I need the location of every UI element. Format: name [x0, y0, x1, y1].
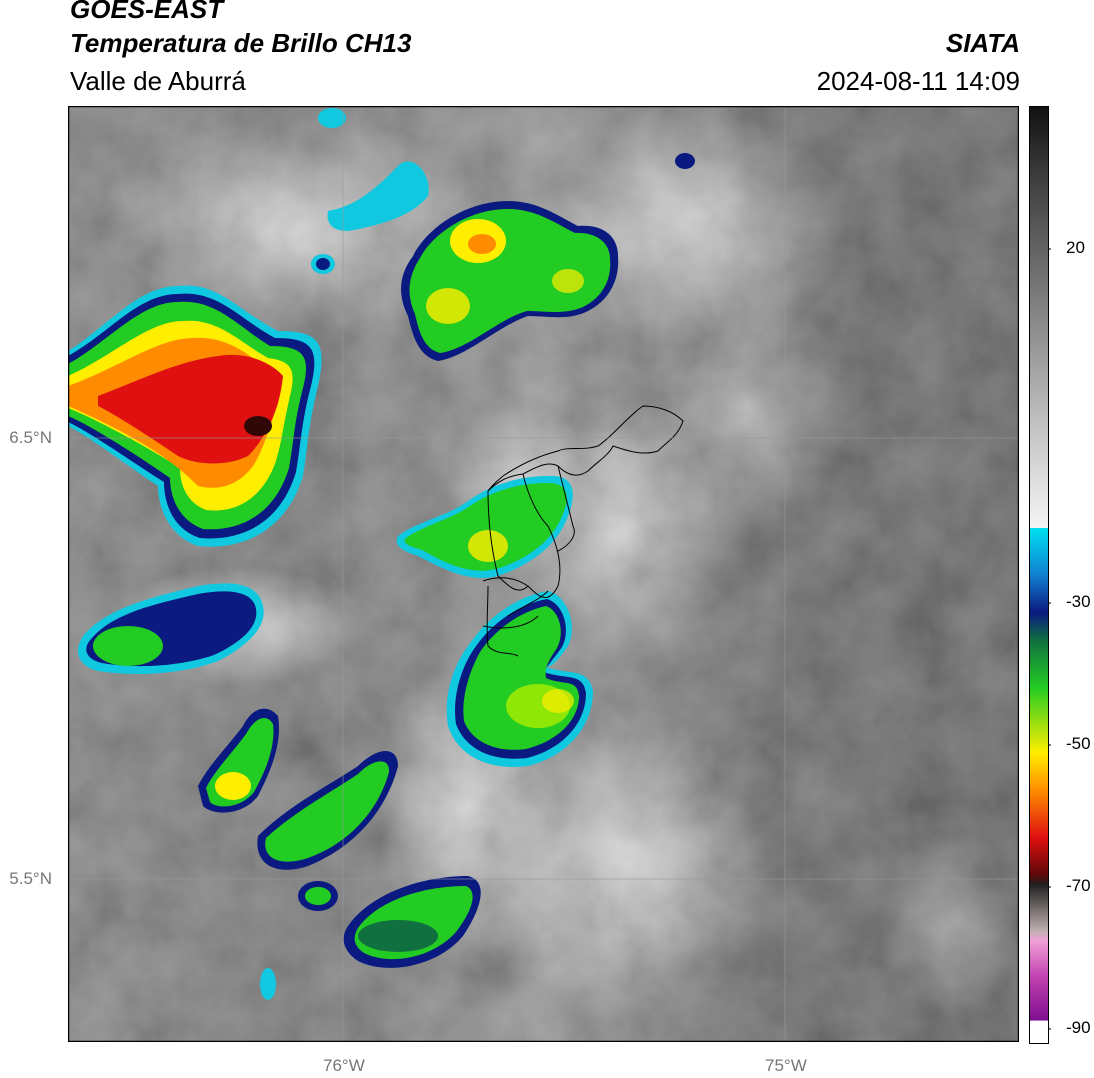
colorbar — [1029, 106, 1051, 1044]
colorbar-tick-label: 20 — [1066, 238, 1085, 257]
lat-tick-5-5: 5.5°N — [9, 869, 52, 888]
lon-tick-76w: 76°W — [323, 1056, 365, 1075]
colorbar-tick-label: -90 — [1066, 1018, 1091, 1037]
map-frame — [68, 106, 1019, 1042]
brightness-temperature-map — [68, 106, 1019, 1042]
graticule — [68, 106, 1019, 1042]
cloud-cell-central — [396, 475, 573, 578]
colorbar-tick-label: -30 — [1066, 592, 1091, 611]
region-label: Valle de Aburrá — [70, 66, 246, 96]
datetime-label: 2024-08-11 14:09 — [816, 66, 1020, 96]
cloud-cell-west — [68, 285, 322, 547]
cloud-cells-south — [198, 108, 695, 1000]
satellite-title: GOES-EAST — [70, 0, 224, 24]
lat-tick-6-5: 6.5°N — [9, 428, 52, 447]
colorbar-tick-label: -50 — [1066, 734, 1091, 753]
lon-tick-75w: 75°W — [765, 1056, 807, 1075]
organization-label: SIATA — [945, 28, 1020, 58]
colorbar-tick-label: -70 — [1066, 876, 1091, 895]
cloud-cell-north — [401, 201, 619, 361]
cloud-cell-southwest — [78, 583, 264, 674]
product-title: Temperatura de Brillo CH13 — [70, 28, 412, 58]
colorbar-gradient — [1029, 106, 1049, 1044]
